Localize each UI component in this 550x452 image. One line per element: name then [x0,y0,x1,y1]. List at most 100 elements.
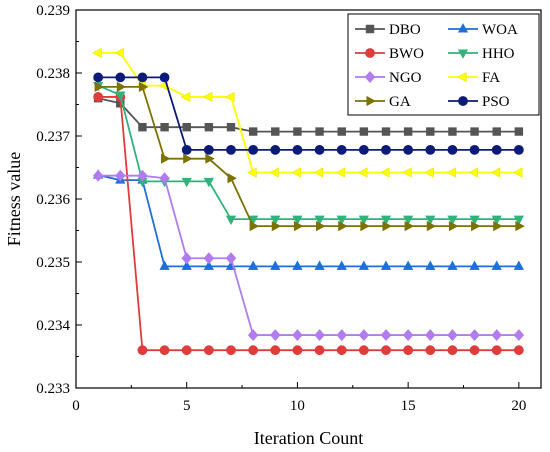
data-point-fa [402,167,412,178]
y-axis-title: Fitness value [4,152,24,247]
data-point-ga [293,220,304,232]
data-point-ngo [225,252,237,265]
data-point-woa [336,260,347,270]
data-point-bwo [469,345,480,356]
y-tick-label: 0.235 [36,255,70,271]
legend-swatch-marker [457,23,469,33]
data-point-ga [471,220,481,232]
data-point-hho [403,215,414,226]
data-point-woa [491,260,502,270]
data-point-dbo [492,127,501,136]
data-point-ngo [425,329,436,342]
legend-label: WOA [482,22,518,38]
data-point-fa [269,167,279,178]
legend-entry-fa: FA [448,70,500,86]
legend-swatch-marker [365,24,375,34]
data-point-woa [447,260,458,270]
data-point-ga [271,220,282,232]
data-point-bwo [358,345,369,356]
data-point-fa [490,167,501,178]
legend-box [347,13,540,116]
data-point-fa [335,167,346,178]
data-point-fa [225,91,235,103]
data-point-ngo [181,252,192,265]
data-point-bwo [491,345,502,356]
data-point-hho [115,91,126,101]
data-point-pso [314,144,325,155]
x-tick-label: 15 [401,398,416,414]
data-point-hho [469,215,480,226]
data-point-pso [270,144,281,155]
y-tick-label: 0.236 [36,192,70,208]
data-point-bwo [137,345,148,356]
data-point-pso [292,144,303,155]
data-point-hho [491,215,502,226]
data-point-pso [115,72,126,83]
data-point-fa [380,167,390,178]
data-point-bwo [292,345,303,356]
data-point-ga [183,153,193,164]
legend-label: DBO [389,22,421,38]
data-point-ngo [137,169,148,182]
legend-label: NGO [389,70,422,86]
data-point-ga [138,81,149,92]
data-point-dbo [381,127,391,136]
data-point-ga [382,220,392,232]
data-point-woa [403,260,414,270]
data-point-hho [314,215,325,226]
data-point-ga [316,220,326,232]
data-point-pso [381,144,391,155]
data-point-ngo [247,329,259,342]
data-point-dbo [271,127,280,136]
data-point-fa [180,91,191,103]
data-point-woa [292,260,303,270]
data-point-pso [137,72,148,83]
data-point-ngo [314,329,325,342]
legend-swatch-marker [365,48,375,58]
series-line-woa [97,174,519,268]
data-point-fa [512,167,523,178]
data-point-dbo [248,127,258,136]
data-point-woa [314,260,325,270]
data-point-fa [357,167,368,178]
data-point-hho [513,215,524,226]
data-point-dbo [204,122,214,132]
data-point-woa [513,260,524,270]
data-point-fa [202,91,213,103]
legend-entry-bwo: BWO [355,46,424,62]
data-point-bwo [248,345,259,356]
data-point-hho [380,215,392,226]
data-point-pso [491,144,502,155]
data-point-fa [114,47,124,58]
legend-entry-pso: PSO [448,94,510,110]
data-point-ngo [447,329,458,342]
data-point-pso [336,144,347,155]
data-point-hho [225,215,237,226]
series-ga [94,81,525,232]
data-point-dbo [514,127,524,136]
data-point-ngo [92,169,104,182]
data-point-ga [161,153,171,164]
data-point-fa [247,167,257,178]
data-point-dbo [182,122,191,132]
data-point-ngo [115,169,126,182]
data-point-pso [248,144,259,155]
data-point-ngo [469,329,480,342]
y-tick-label: 0.233 [36,381,70,397]
data-point-bwo [270,345,281,356]
data-point-hho [425,215,436,226]
data-point-bwo [425,345,436,356]
legend-label: PSO [482,94,510,110]
data-point-ngo [203,252,215,265]
series-pso [93,72,524,155]
data-point-ngo [491,329,502,342]
data-point-bwo [336,345,347,356]
data-point-pso [93,72,104,83]
data-point-ga [493,220,503,232]
data-point-dbo [315,127,324,136]
legend-entry-ga: GA [355,94,411,110]
data-point-pso [403,144,414,155]
ticks-layer: 0 5 10 15 20 0.233 0.234 0.235 0.236 0.237 0.238 0.… [36,3,526,414]
data-point-dbo [426,127,435,136]
data-point-ga [94,81,105,92]
